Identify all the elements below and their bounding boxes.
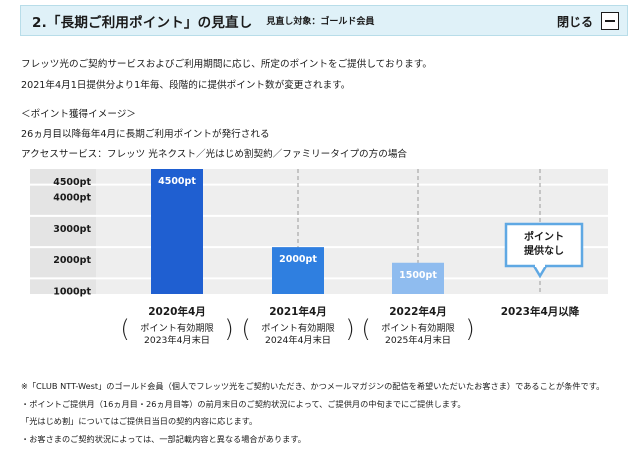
close-label: 閉じる [556, 14, 593, 29]
callout-text: 提供なし [524, 244, 564, 257]
access-text: アクセスサービス：フレッツ 光ネクスト／光はじめ割契約／ファミリータイプの方の場… [21, 149, 408, 160]
expiry-label: 2023年4月末日 [144, 334, 210, 346]
callout-pointer [532, 265, 548, 279]
bar [392, 262, 444, 294]
expiry-label: ポイント有効期限 [140, 322, 214, 334]
y-axis-band [30, 169, 96, 294]
bar-value-label: 1500pt [399, 270, 437, 281]
intro-line-2: 2021年4月1日提供分より1年毎、段階的に提供ポイント数が変更されます。 [21, 80, 351, 91]
bar-value-label: 2000pt [279, 254, 317, 265]
image-heading: ＜ポイント獲得イメージ＞ [21, 109, 136, 120]
right-paren: ) [224, 315, 233, 343]
category-label: 2022年4月 [389, 305, 447, 318]
condition-text: 26ヵ月目以降毎年4月に長期ご利用ポイントが発行される [21, 129, 270, 140]
right-paren: ) [465, 315, 474, 343]
intro-line-1: フレッツ光のご契約サービスおよびご利用期間に応じ、所定のポイントをご提供しており… [21, 59, 432, 70]
note-line: ・お客さまのご契約状況によっては、一部記載内容と異なる場合があります。 [21, 433, 306, 444]
target-label: 見直し対象：ゴールド会員 [266, 17, 375, 27]
expiry-label: ポイント有効期限 [381, 322, 455, 334]
bar-value-label: 4500pt [158, 176, 196, 187]
y-tick-label: 2000pt [53, 255, 91, 266]
expiry-label: 2024年4月末日 [265, 334, 331, 346]
notes: ※「CLUB NTT-West」のゴールド会員（個人でフレッツ光をご契約いただき… [21, 378, 604, 448]
expiry-label: ポイント有効期限 [261, 322, 335, 334]
callout-text: ポイント [524, 230, 564, 243]
left-paren: ( [120, 315, 129, 343]
left-paren: ( [241, 315, 250, 343]
note-line: 「光はじめ割」についてはご提供日当日の契約内容に応じます。 [21, 416, 258, 426]
y-tick-label: 4000pt [53, 193, 91, 204]
section-title: 2.「長期ご利用ポイント」の見直し [32, 14, 253, 31]
note-line: ※「CLUB NTT-West」のゴールド会員（個人でフレッツ光をご契約いただき… [21, 381, 605, 391]
expiry-label: 2025年4月末日 [385, 334, 451, 346]
callout-pointer-mask [535, 264, 545, 267]
category-label: 2023年4月以降 [501, 305, 580, 318]
y-tick-label: 1000pt [53, 286, 91, 297]
category-label: 2021年4月 [269, 305, 327, 318]
left-paren: ( [361, 315, 370, 343]
category-label: 2020年4月 [148, 305, 206, 318]
minus-icon [601, 12, 619, 30]
note-line: ・ポイントご提供月（16ヵ月目・26ヵ月目等）の前月末日のご契約状況によって、ご… [21, 398, 466, 409]
close-button[interactable]: 閉じる [557, 11, 619, 31]
section-header: 2.「長期ご利用ポイント」の見直し 見直し対象：ゴールド会員 閉じる [20, 5, 628, 36]
y-tick-label: 4500pt [53, 177, 91, 188]
y-tick-label: 3000pt [53, 224, 91, 235]
right-paren: ) [345, 315, 354, 343]
no-points-callout [504, 222, 584, 268]
bar [272, 247, 324, 294]
bar [151, 169, 203, 294]
